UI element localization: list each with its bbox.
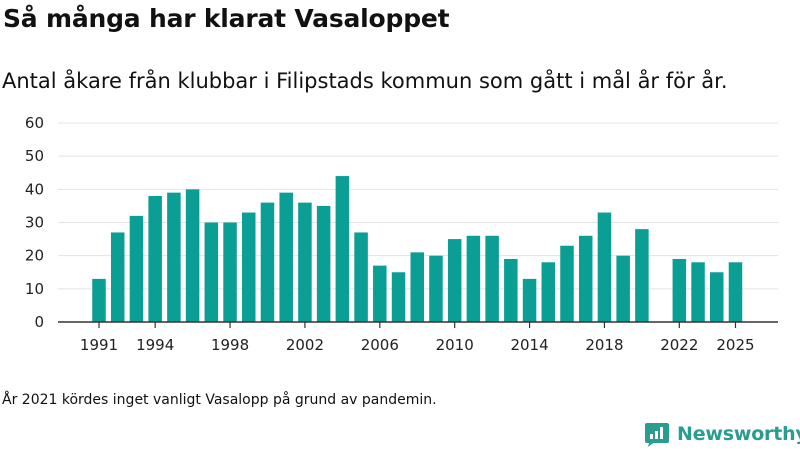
bar-2014[interactable] xyxy=(522,278,537,322)
x-tick-label-2014: 2014 xyxy=(510,336,548,354)
bar-2019[interactable] xyxy=(616,255,630,322)
bar-1993[interactable] xyxy=(129,215,144,322)
bar-1998[interactable] xyxy=(223,222,237,323)
x-tick-label-2002: 2002 xyxy=(286,336,324,354)
bar-2004[interactable] xyxy=(335,176,350,322)
bar-chart: 0 10 20 30 40 50 60 1991 1994 1998 2002 2006 2010 20… xyxy=(25,114,778,354)
bar-2023[interactable] xyxy=(691,262,705,322)
bar-2008[interactable] xyxy=(410,252,424,322)
bars xyxy=(92,176,743,323)
footnote: År 2021 kördes inget vanligt Vasalopp på… xyxy=(2,392,437,408)
x-tick-labels: 1991 1994 1998 2002 2006 2010 2014 2018 2022 2025 xyxy=(80,336,755,354)
bar-2002[interactable] xyxy=(298,202,312,322)
x-tick-label-2006: 2006 xyxy=(361,336,399,354)
y-tick-label-0: 0 xyxy=(34,313,44,331)
bar-2000[interactable] xyxy=(260,202,275,322)
bar-2025[interactable] xyxy=(728,262,743,322)
bar-2024[interactable] xyxy=(710,272,724,322)
bar-1991[interactable] xyxy=(92,278,106,322)
chart-title: Så många har klarat Vasaloppet xyxy=(3,4,450,33)
bar-2007[interactable] xyxy=(391,272,406,322)
bar-1995[interactable] xyxy=(167,192,181,322)
bar-1996[interactable] xyxy=(185,189,200,322)
bar-2012[interactable] xyxy=(485,235,499,322)
bar-1992[interactable] xyxy=(110,232,125,322)
brand-logo[interactable]: Newsworthy xyxy=(644,419,800,449)
bar-2016[interactable] xyxy=(560,245,574,322)
bar-2009[interactable] xyxy=(429,255,443,322)
bar-1997[interactable] xyxy=(204,222,219,323)
x-tick-label-2025: 2025 xyxy=(716,336,754,354)
y-tick-label-20: 20 xyxy=(25,247,44,265)
y-tick-label-60: 60 xyxy=(25,114,44,132)
x-axis xyxy=(58,321,778,328)
bar-2005[interactable] xyxy=(354,232,368,322)
newsworthy-logo-icon xyxy=(645,423,669,447)
y-tick-label-30: 30 xyxy=(25,214,44,232)
x-tick-label-1998: 1998 xyxy=(211,336,249,354)
bar-2022[interactable] xyxy=(672,258,687,322)
x-tick-label-1991: 1991 xyxy=(80,336,118,354)
y-tick-label-40: 40 xyxy=(25,180,44,198)
y-tick-labels: 0 10 20 30 40 50 60 xyxy=(25,114,44,331)
chart-subtitle: Antal åkare från klubbar i Filipstads ko… xyxy=(2,69,728,93)
bar-2020[interactable] xyxy=(635,229,649,322)
x-tick-label-2022: 2022 xyxy=(660,336,698,354)
bar-2015[interactable] xyxy=(541,262,556,322)
x-tick-label-2010: 2010 xyxy=(436,336,474,354)
y-tick-label-10: 10 xyxy=(25,280,44,298)
brand-name: Newsworthy xyxy=(677,423,800,445)
bar-2013[interactable] xyxy=(504,258,518,322)
bar-1999[interactable] xyxy=(242,212,256,322)
bar-2006[interactable] xyxy=(373,265,387,322)
bar-2018[interactable] xyxy=(597,212,612,322)
bar-2010[interactable] xyxy=(447,239,462,322)
y-tick-label-50: 50 xyxy=(25,147,44,165)
x-tick-label-2018: 2018 xyxy=(585,336,623,354)
bar-2003[interactable] xyxy=(316,205,331,322)
bar-2011[interactable] xyxy=(466,235,481,322)
bar-2017[interactable] xyxy=(578,235,593,322)
bar-2001[interactable] xyxy=(279,192,293,322)
x-tick-label-1994: 1994 xyxy=(136,336,174,354)
bar-1994[interactable] xyxy=(148,195,162,322)
